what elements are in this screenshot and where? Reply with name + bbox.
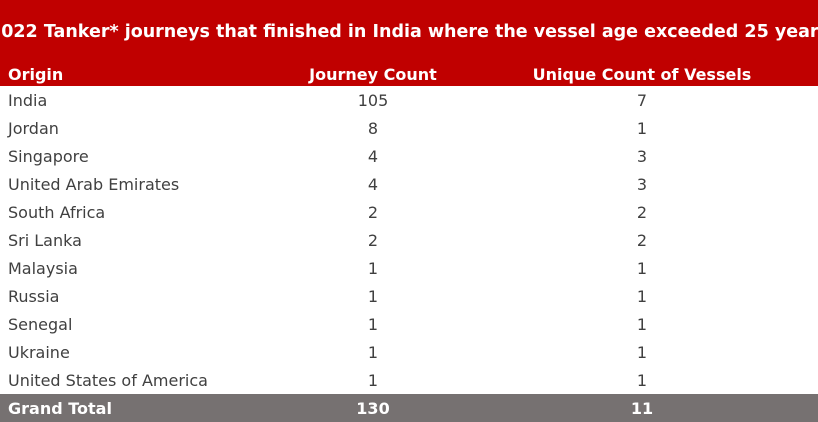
table-row: Sri Lanka 2 2 bbox=[0, 226, 818, 254]
unique-vessels-cell: 3 bbox=[636, 146, 648, 166]
journey-count-cell: 4 bbox=[367, 174, 379, 194]
origin-cell: Singapore bbox=[8, 146, 89, 166]
unique-vessels-cell: 1 bbox=[636, 370, 648, 390]
grand-total-journey-count: 130 bbox=[356, 398, 390, 418]
journey-count-cell: 1 bbox=[367, 258, 379, 278]
unique-vessels-cell: 1 bbox=[636, 314, 648, 334]
origin-cell: Jordan bbox=[8, 118, 59, 138]
unique-vessels-cell: 1 bbox=[636, 342, 648, 362]
column-header-unique-vessels: Unique Count of Vessels bbox=[532, 64, 752, 84]
unique-vessels-cell: 3 bbox=[636, 174, 648, 194]
journey-count-cell: 4 bbox=[367, 146, 379, 166]
table-row: Senegal 1 1 bbox=[0, 310, 818, 338]
origin-cell: Malaysia bbox=[8, 258, 78, 278]
origin-cell: South Africa bbox=[8, 202, 106, 222]
journey-count-cell: 105 bbox=[357, 90, 389, 110]
unique-vessels-cell: 1 bbox=[636, 118, 648, 138]
table-row: Singapore 4 3 bbox=[0, 142, 818, 170]
origin-cell: Ukraine bbox=[8, 342, 70, 362]
origin-cell: United Arab Emirates bbox=[8, 174, 180, 194]
unique-vessels-cell: 1 bbox=[636, 258, 648, 278]
journey-count-cell: 8 bbox=[367, 118, 379, 138]
table-row: India 105 7 bbox=[0, 86, 818, 114]
grand-total-row: Grand Total 130 11 bbox=[0, 394, 818, 422]
journey-count-cell: 1 bbox=[367, 342, 379, 362]
origin-cell: Senegal bbox=[8, 314, 73, 334]
table-row: United Arab Emirates 4 3 bbox=[0, 170, 818, 198]
grand-total-label: Grand Total bbox=[8, 398, 112, 418]
grand-total-unique-vessels: 11 bbox=[630, 398, 654, 418]
journey-count-cell: 2 bbox=[367, 230, 379, 250]
table-row: Malaysia 1 1 bbox=[0, 254, 818, 282]
unique-vessels-cell: 2 bbox=[636, 202, 648, 222]
journey-count-cell: 1 bbox=[367, 314, 379, 334]
column-header-row: Origin Journey Count Unique Count of Ves… bbox=[0, 62, 818, 86]
column-header-journey-count: Journey Count bbox=[309, 64, 437, 84]
journey-count-cell: 1 bbox=[367, 370, 379, 390]
table-row: United States of America 1 1 bbox=[0, 366, 818, 394]
origin-cell: India bbox=[8, 90, 48, 110]
origin-cell: Russia bbox=[8, 286, 60, 306]
table-row: Russia 1 1 bbox=[0, 282, 818, 310]
table-row: South Africa 2 2 bbox=[0, 198, 818, 226]
column-header-origin: Origin bbox=[8, 64, 64, 84]
table-row: Jordan 8 1 bbox=[0, 114, 818, 142]
table-row: Ukraine 1 1 bbox=[0, 338, 818, 366]
unique-vessels-cell: 2 bbox=[636, 230, 648, 250]
table-title: 2022 Tanker* journeys that finished in I… bbox=[0, 0, 818, 62]
journey-count-cell: 2 bbox=[367, 202, 379, 222]
origin-cell: United States of America bbox=[8, 370, 208, 390]
journey-count-cell: 1 bbox=[367, 286, 379, 306]
unique-vessels-cell: 7 bbox=[636, 90, 648, 110]
unique-vessels-cell: 1 bbox=[636, 286, 648, 306]
origin-cell: Sri Lanka bbox=[8, 230, 82, 250]
